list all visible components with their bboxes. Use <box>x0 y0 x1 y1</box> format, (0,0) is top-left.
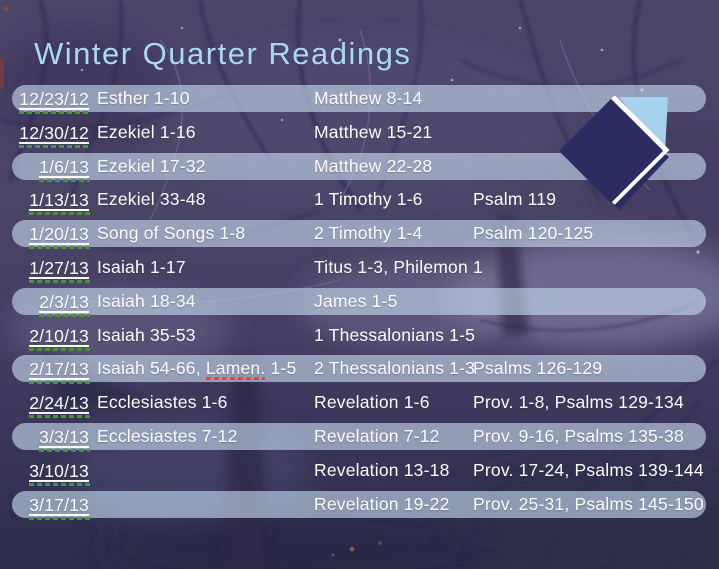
book-spine <box>611 96 670 205</box>
reading-date: 3/10/13 <box>0 457 90 486</box>
reading-old-testament: Ecclesiastes 7-12 <box>97 425 238 446</box>
reading-old-testament: Ezekiel 17-32 <box>97 155 206 176</box>
reading-row: 2/10/13 Isaiah 35-53 1 Thessalonians 1-5 <box>0 322 719 351</box>
reading-date-text: 1/6/13 <box>39 156 90 182</box>
reading-date: 2/17/13 <box>0 355 90 385</box>
reading-new-testament: Titus 1-3, Philemon 1 <box>314 256 483 277</box>
reading-psalms-proverbs: Prov. 25-31, Psalms 145-150 <box>473 493 704 514</box>
reading-row: 3/3/13 Ecclesiastes 7-12 Revelation 7-12… <box>0 422 719 452</box>
reading-new-testament: 1 Timothy 1-6 <box>314 189 423 210</box>
reading-date-text: 3/3/13 <box>39 426 90 452</box>
reading-old-testament: Isaiah 35-53 <box>97 324 196 345</box>
reading-date: 2/10/13 <box>0 322 90 351</box>
reading-date: 3/3/13 <box>0 423 90 452</box>
reading-psalms-proverbs: Psalm 119 <box>473 189 557 210</box>
reading-date-text: 2/10/13 <box>29 325 90 351</box>
reading-row: 3/10/13 Revelation 13-18 Prov. 17-24, Ps… <box>0 457 719 486</box>
reading-psalms-proverbs: Psalms 126-129 <box>473 358 603 379</box>
reading-psalms-proverbs: Prov. 17-24, Psalms 139-144 <box>473 459 704 480</box>
reading-date: 3/17/13 <box>0 491 90 520</box>
reading-date: 2/24/13 <box>0 389 90 419</box>
reading-date-text: 12/30/12 <box>19 122 90 148</box>
reading-date: 1/27/13 <box>0 254 90 283</box>
reading-old-testament: Isaiah 18-34 <box>97 290 196 311</box>
reading-date-text: 12/23/12 <box>19 89 90 114</box>
reading-date: 2/3/13 <box>0 288 90 317</box>
reading-date: 12/30/12 <box>0 119 90 148</box>
reading-row: 1/20/13 Song of Songs 1-8 2 Timothy 1-4 … <box>0 220 719 250</box>
reading-new-testament: 1 Thessalonians 1-5 <box>314 324 476 345</box>
reading-old-testament: Song of Songs 1-8 <box>97 223 246 244</box>
reading-new-testament: Revelation 7-12 <box>314 425 440 446</box>
reading-date: 1/20/13 <box>0 220 90 250</box>
reading-old-testament: Isaiah 54-66, Lamen. 1-5 <box>97 355 296 382</box>
reading-new-testament: 2 Thessalonians 1-3 <box>314 358 476 379</box>
reading-date-text: 2/3/13 <box>39 291 90 317</box>
reading-row: 3/17/13 Revelation 19-22 Prov. 25-31, Ps… <box>0 490 719 520</box>
reading-new-testament: Revelation 1-6 <box>314 392 430 413</box>
reading-date: 1/13/13 <box>0 186 90 216</box>
reading-new-testament: Revelation 19-22 <box>314 493 450 514</box>
reading-old-testament: Ecclesiastes 1-6 <box>97 392 228 413</box>
reading-old-testament: Ezekiel 33-48 <box>97 189 206 210</box>
spellcheck-flagged-text: Lamen. <box>205 355 266 381</box>
book-cover <box>559 99 663 203</box>
reading-new-testament: Matthew 22-28 <box>314 155 433 176</box>
reading-date: 12/23/12 <box>0 85 90 114</box>
reading-old-testament: Ezekiel 1-16 <box>97 121 196 142</box>
reading-date-text: 2/24/13 <box>29 393 90 419</box>
reading-date-text: 3/10/13 <box>29 460 90 486</box>
book-back-page <box>613 152 669 210</box>
readings-table: 12/23/12 Esther 1-10 Matthew 8-14 12/30/… <box>0 85 719 520</box>
reading-psalms-proverbs: Psalm 120-125 <box>473 223 594 244</box>
reading-row: 12/23/12 Esther 1-10 Matthew 8-14 <box>0 85 719 114</box>
reading-date-text: 3/17/13 <box>29 494 90 520</box>
reading-date: 1/6/13 <box>0 153 90 182</box>
reading-row: 2/17/13 Isaiah 54-66, Lamen. 1-5 2 Thess… <box>0 355 719 385</box>
reading-row: 1/13/13 Ezekiel 33-48 1 Timothy 1-6 Psal… <box>0 186 719 216</box>
reading-row: 2/24/13 Ecclesiastes 1-6 Revelation 1-6 … <box>0 389 719 419</box>
reading-row: 1/27/13 Isaiah 1-17 Titus 1-3, Philemon … <box>0 254 719 283</box>
reading-date-text: 1/13/13 <box>29 190 90 216</box>
reading-row: 2/3/13 Isaiah 18-34 James 1-5 <box>0 287 719 317</box>
open-book-icon <box>559 96 670 210</box>
reading-date-text: 2/17/13 <box>29 359 90 385</box>
reading-psalms-proverbs: Prov. 9-16, Psalms 135-38 <box>473 425 684 446</box>
reading-new-testament: Matthew 8-14 <box>314 88 423 108</box>
reading-new-testament: 2 Timothy 1-4 <box>314 223 423 244</box>
reading-old-testament: Isaiah 1-17 <box>97 256 186 277</box>
reading-date-text: 1/27/13 <box>29 257 90 283</box>
reading-new-testament: James 1-5 <box>314 290 398 311</box>
slide-title: Winter Quarter Readings <box>34 36 412 71</box>
reading-old-testament: Esther 1-10 <box>97 88 190 108</box>
reading-new-testament: Matthew 15-21 <box>314 121 433 142</box>
reading-date-text: 1/20/13 <box>29 224 90 250</box>
reading-row: 12/30/12 Ezekiel 1-16 Matthew 15-21 <box>0 119 719 148</box>
reading-new-testament: Revelation 13-18 <box>314 459 450 480</box>
reading-psalms-proverbs: Prov. 1-8, Psalms 129-134 <box>473 392 684 413</box>
